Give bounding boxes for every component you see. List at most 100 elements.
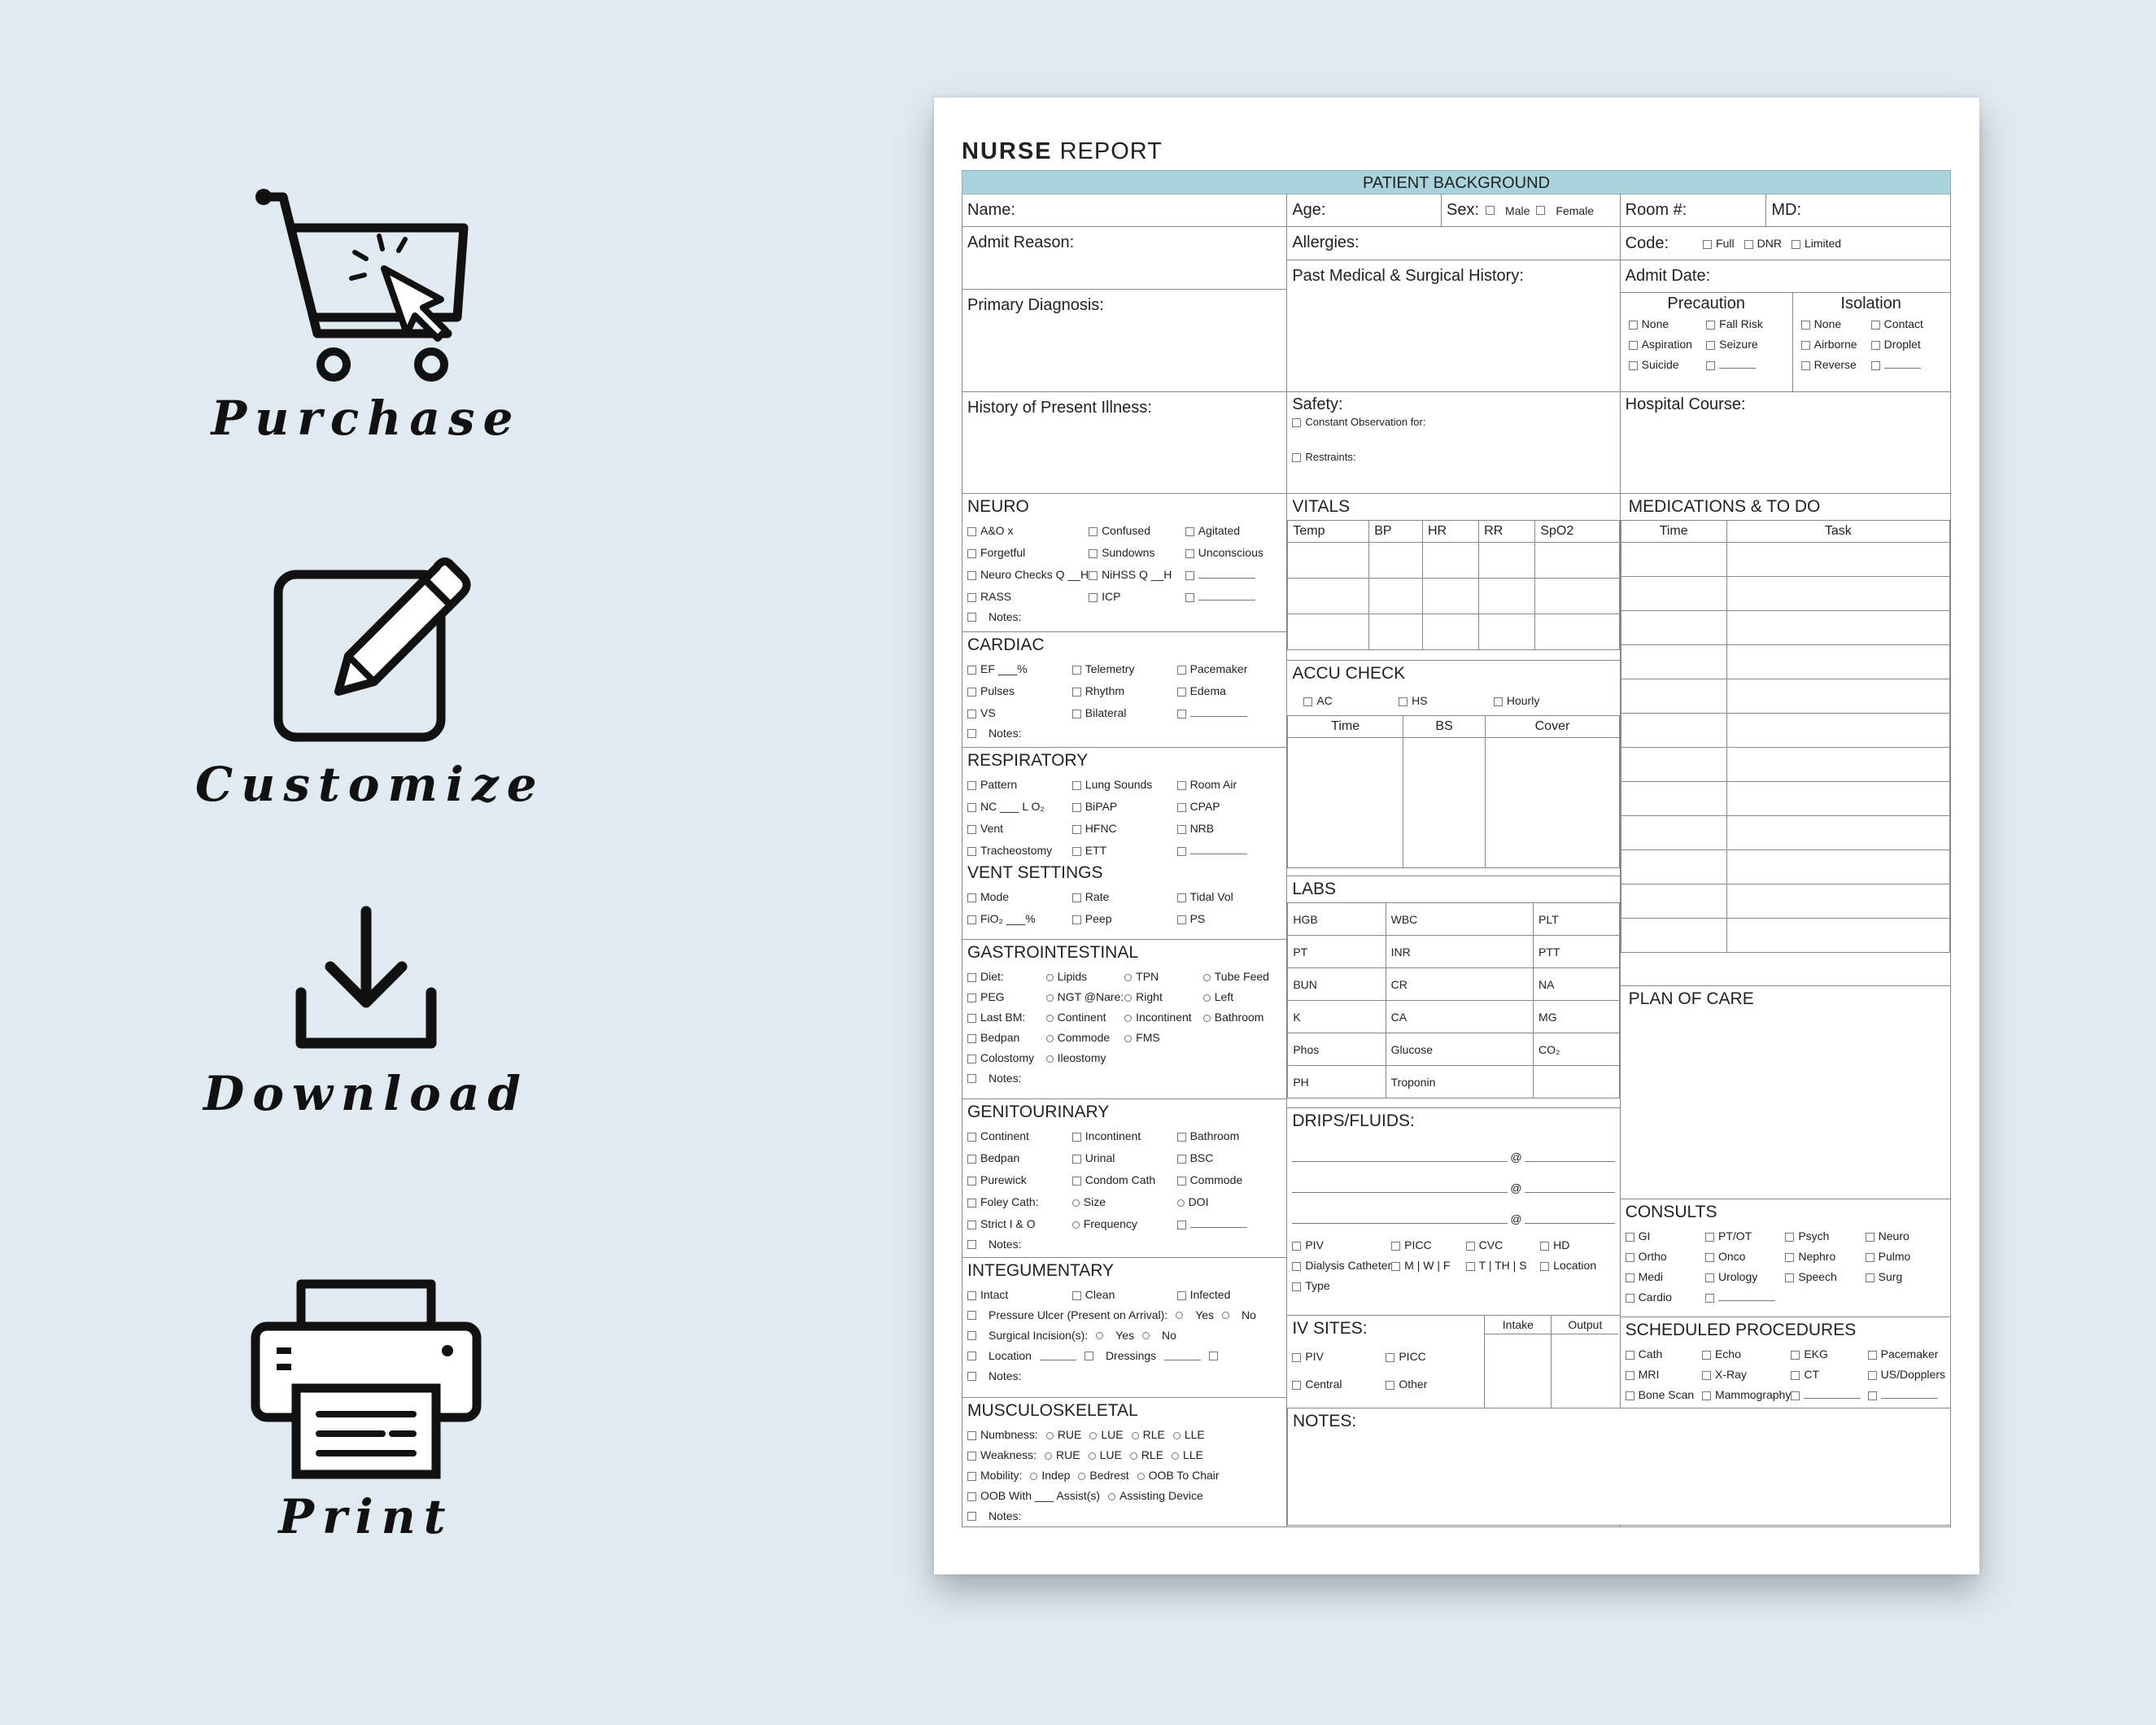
radio[interactable] [1176, 1199, 1185, 1207]
checkbox-item[interactable]: Pacemaker [1176, 662, 1282, 675]
checkbox-item[interactable]: T | TH | S [1465, 1259, 1541, 1272]
table-cell[interactable] [1478, 578, 1536, 614]
checkbox-item[interactable]: GI [1625, 1229, 1705, 1242]
table-cell[interactable] [1368, 578, 1423, 614]
checkbox-item[interactable]: Purewick [967, 1173, 1072, 1186]
checkbox-item[interactable]: Bedpan [967, 1151, 1072, 1164]
table-cell[interactable] [1485, 737, 1620, 868]
checkbox-item[interactable]: ETT [1071, 844, 1177, 857]
checkbox-item[interactable]: LUE [1088, 1448, 1122, 1461]
checkbox[interactable] [1071, 1176, 1081, 1186]
table-cell[interactable] [1726, 884, 1950, 919]
checkbox-item[interactable]: PEG [967, 990, 1046, 1003]
checkbox[interactable] [1625, 1370, 1634, 1380]
radio[interactable] [1172, 1431, 1181, 1439]
table-cell[interactable]: CO₂ [1533, 1033, 1620, 1066]
checkbox-item[interactable]: NRB [1176, 822, 1282, 835]
table-cell[interactable] [1402, 737, 1486, 868]
checkbox[interactable] [967, 1290, 976, 1300]
checkbox[interactable] [1071, 802, 1081, 812]
checkbox[interactable] [967, 526, 976, 536]
checkbox-item[interactable]: Ortho [1625, 1250, 1705, 1263]
table-cell[interactable] [1620, 576, 1727, 611]
table-cell[interactable]: CR [1385, 967, 1534, 1001]
checkbox-item[interactable]: PICC [1386, 1350, 1479, 1363]
table-cell[interactable]: Glucose [1385, 1033, 1534, 1066]
checkbox-item[interactable]: Mammography [1701, 1388, 1791, 1401]
checkbox-item[interactable] [1176, 1217, 1282, 1230]
table-cell[interactable] [1620, 713, 1727, 748]
hpi-field[interactable]: History of Present Illness: [962, 392, 1288, 493]
table-cell[interactable] [1620, 781, 1727, 816]
checkbox-item[interactable]: M | W | F [1391, 1259, 1466, 1272]
checkbox-item[interactable]: NiHSS Q __H [1089, 568, 1185, 581]
checkbox[interactable] [1701, 1370, 1711, 1380]
radio[interactable] [1045, 1055, 1054, 1063]
checkbox-item[interactable]: Unconscious [1185, 546, 1282, 559]
checkbox[interactable] [1493, 697, 1503, 706]
table-cell[interactable] [1620, 679, 1727, 714]
checkbox-item[interactable]: PS [1176, 912, 1282, 925]
table-cell[interactable] [1726, 713, 1950, 748]
checkbox[interactable] [1386, 1380, 1395, 1390]
hospital-course-field[interactable]: Hospital Course: [1625, 395, 1746, 413]
checkbox[interactable] [967, 972, 976, 982]
checkbox[interactable] [1791, 1350, 1800, 1360]
table-cell[interactable]: K [1287, 1000, 1386, 1033]
checkbox[interactable] [1867, 1350, 1877, 1360]
checkbox-item[interactable] [1176, 844, 1282, 857]
checkbox-item[interactable]: DOI [1176, 1195, 1282, 1208]
checkbox[interactable] [967, 846, 976, 856]
code-full-checkbox[interactable] [1703, 239, 1713, 249]
md-field[interactable]: MD: [1771, 201, 1802, 219]
name-field[interactable]: Name: [962, 194, 1288, 226]
checkbox-item[interactable]: Numbness: [967, 1428, 1038, 1441]
checkbox-item[interactable] [1185, 590, 1282, 603]
checkbox[interactable] [1625, 1252, 1634, 1262]
download-action[interactable]: Download [195, 903, 537, 1121]
admit-date-field[interactable]: Admit Date: [1620, 260, 1950, 293]
checkbox[interactable] [967, 1491, 976, 1501]
table-cell[interactable] [1726, 918, 1950, 953]
checkbox[interactable] [1540, 1261, 1550, 1271]
table-cell[interactable] [1726, 679, 1950, 714]
checkbox-item[interactable]: Commode [1176, 1173, 1282, 1186]
checkbox[interactable] [1705, 1252, 1714, 1262]
checkbox[interactable] [1785, 1252, 1795, 1262]
checkbox[interactable] [1386, 1352, 1395, 1362]
radio[interactable] [1045, 1452, 1052, 1460]
checkbox-item[interactable]: Frequency [1071, 1217, 1177, 1230]
customize-action[interactable]: Customize [195, 553, 537, 812]
checkbox[interactable] [1176, 1290, 1186, 1300]
checkbox-item[interactable]: Pacemaker [1867, 1347, 1945, 1360]
checkbox[interactable] [967, 1471, 976, 1481]
table-cell[interactable]: PH [1287, 1065, 1386, 1098]
radio[interactable] [1078, 1472, 1086, 1480]
checkbox-item[interactable]: Confused [1089, 524, 1185, 537]
checkbox-item[interactable]: Medi [1625, 1270, 1705, 1283]
checkbox[interactable] [1785, 1232, 1795, 1242]
checkbox-item[interactable]: OOB With ___ Assist(s) [967, 1489, 1100, 1502]
checkbox-item[interactable]: Telemetry [1071, 662, 1177, 675]
room-field[interactable]: Room #: [1621, 194, 1767, 226]
checkbox[interactable] [967, 893, 976, 902]
checkbox-item[interactable]: PICC [1391, 1238, 1466, 1251]
checkbox-item[interactable]: Colostomy [967, 1051, 1046, 1064]
checkbox-item[interactable]: Lung Sounds [1071, 778, 1177, 791]
checkbox-item[interactable]: Location [1540, 1259, 1615, 1272]
checkbox-item[interactable]: Pulses [967, 684, 1072, 697]
checkbox[interactable] [1071, 1154, 1081, 1164]
table-cell[interactable]: PLT [1533, 902, 1620, 936]
checkbox[interactable] [1071, 893, 1081, 902]
checkbox[interactable] [967, 709, 976, 718]
radio[interactable] [1124, 1014, 1133, 1022]
checkbox[interactable] [1867, 1391, 1877, 1400]
radio[interactable] [1045, 1431, 1054, 1439]
checkbox-item[interactable]: Bone Scan [1625, 1388, 1702, 1401]
checkbox-item[interactable]: Type [1292, 1279, 1391, 1292]
checkbox-item[interactable]: Edema [1176, 684, 1282, 697]
checkbox-item[interactable]: Incontinent [1124, 1011, 1203, 1024]
checkbox-item[interactable]: Tidal Vol [1176, 890, 1282, 903]
table-cell[interactable] [1726, 610, 1950, 645]
checkbox-item[interactable]: Diet: [967, 970, 1046, 983]
